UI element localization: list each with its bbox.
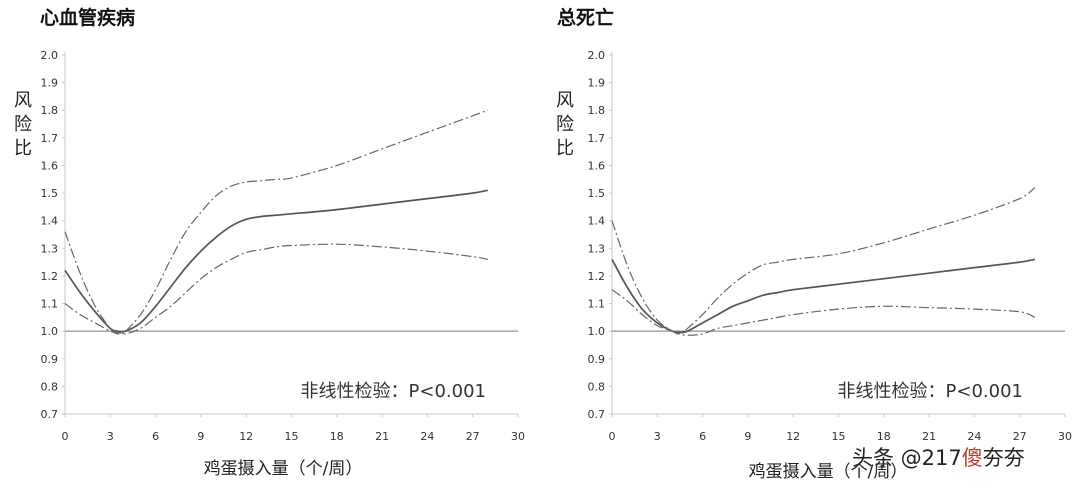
y-tick-label: 1.5 [41,187,59,200]
x-tick-label: 18 [877,430,891,443]
y-tick-label: 1.6 [41,159,59,172]
watermark-accent: 傻 [962,446,983,470]
y-tick-label: 1.4 [588,215,606,228]
chart-panel-cardiovascular: 心血管疾病 风险比 鸡蛋摄入量（个/周） 非线性检验：P<0.001 0.70.… [14,6,525,479]
x-tick-label: 6 [152,430,159,443]
plot-area: 0.7 0.8 0.9 1.0 1.1 1.2 1.3 1.4 1.5 1.6 1.7 1.8 1.9 2… [41,49,526,443]
confidence-bound-curve [611,187,1036,335]
y-tick-label: 0.7 [41,408,59,421]
watermark-suffix: 夯夯 [983,446,1025,470]
confidence-bound-curve [611,289,1036,336]
y-axis-label: 风险比 [556,90,574,159]
y-tick-label: 0.9 [588,353,606,366]
y-axis-label-char: 比 [14,138,32,159]
y-tick-label: 1.3 [588,242,606,255]
y-axis-label-char: 险 [14,114,32,135]
x-tick-label: 27 [1013,430,1027,443]
x-tick-label: 3 [107,430,114,443]
x-tick-label: 15 [285,430,299,443]
chart-title: 心血管疾病 [40,6,135,29]
x-tick-label: 24 [420,430,434,443]
x-tick-label: 9 [197,430,204,443]
x-tick-label: 27 [466,430,480,443]
plot-area: 0.7 0.8 0.9 1.0 1.1 1.2 1.3 1.4 1.5 1.6 1.7 1.8 1.9 2… [588,49,1073,443]
nonlinearity-test-annotation: 非线性检验：P<0.001 [301,381,486,402]
y-axis-label-char: 风 [14,90,32,111]
x-tick-label: 21 [922,430,936,443]
y-tick-label: 1.9 [41,77,59,90]
confidence-bound-curve [64,109,489,335]
y-tick-label: 0.8 [41,380,59,393]
y-tick-label: 1.8 [588,104,606,117]
x-tick-label: 0 [609,430,616,443]
x-tick-label: 0 [62,430,69,443]
y-tick-label: 1.0 [41,325,59,338]
y-tick-label: 1.5 [588,187,606,200]
y-tick-label: 1.6 [588,159,606,172]
hazard-ratio-curve [611,258,1035,334]
y-tick-label: 1.1 [588,298,606,311]
y-tick-label: 0.8 [588,380,606,393]
y-tick-label: 1.7 [588,132,606,145]
y-tick-label: 1.8 [41,104,59,117]
nonlinearity-test-annotation: 非线性检验：P<0.001 [838,381,1023,402]
x-tick-label: 12 [786,430,800,443]
x-tick-label: 6 [699,430,706,443]
y-axis-label: 风险比 [14,90,32,159]
x-tick-label: 18 [330,430,344,443]
y-tick-label: 1.3 [41,242,59,255]
y-tick-label: 1.2 [588,270,606,283]
x-tick-label: 21 [375,430,389,443]
chart-title: 总死亡 [557,6,614,29]
x-tick-label: 9 [744,430,751,443]
y-tick-label: 2.0 [41,49,59,62]
x-tick-label: 24 [967,430,981,443]
x-tick-label: 30 [1058,430,1072,443]
y-axis-label-char: 比 [556,138,574,159]
y-tick-label: 1.7 [41,132,59,145]
y-tick-label: 1.4 [41,215,59,228]
y-tick-label: 1.2 [41,270,59,283]
x-axis-label: 鸡蛋摄入量（个/周） [749,462,908,482]
x-tick-label: 3 [654,430,661,443]
y-tick-label: 1.1 [41,298,59,311]
y-tick-label: 1.0 [588,325,606,338]
chart-panel-all-cause-mortality: 总死亡 风险比 鸡蛋摄入量（个/周） 非线性检验：P<0.001 0.70.80… [556,6,1072,482]
watermark-prefix: 头条 @217 [852,446,962,470]
x-tick-label: 12 [239,430,253,443]
y-tick-label: 2.0 [588,49,606,62]
y-axis-label-char: 险 [556,114,574,135]
y-axis-label-char: 风 [556,90,574,111]
y-tick-label: 0.9 [41,353,59,366]
watermark: 头条 @217傻夯夯 [852,446,1025,470]
y-tick-label: 0.7 [588,408,606,421]
x-tick-label: 15 [832,430,846,443]
y-tick-label: 1.9 [588,77,606,90]
x-axis-label: 鸡蛋摄入量（个/周） [204,459,363,479]
confidence-bound-curve [64,243,488,335]
hazard-ratio-curve [64,189,488,333]
x-tick-label: 30 [511,430,525,443]
